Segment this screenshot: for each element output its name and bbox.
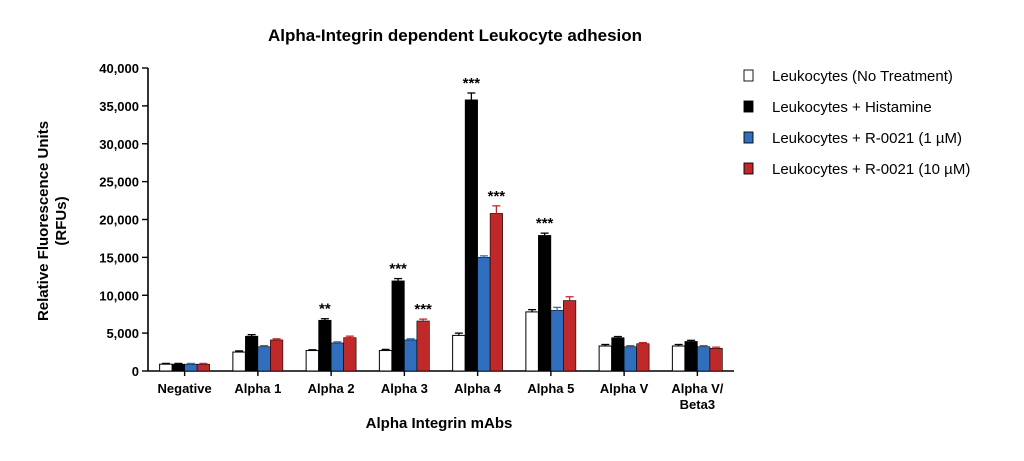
bar [378, 350, 393, 372]
bar [697, 346, 711, 372]
legend-swatch [743, 162, 754, 175]
legend-swatch [743, 69, 754, 82]
bar [538, 235, 552, 372]
bar [184, 363, 198, 372]
x-tick-label: Alpha 5 [527, 381, 574, 396]
x-tick-label: Alpha 2 [308, 381, 355, 396]
x-axis-label: Alpha Integrin mAbs [366, 415, 513, 432]
x-tick-label: Beta3 [680, 397, 715, 412]
y-tick-label: 40,000 [99, 61, 139, 76]
plot-area: 0 5,000 10,000 15,000 20,000 25,000 30,000 35,0… [99, 61, 734, 412]
legend-entry-label: Leukocytes + Histamine [772, 99, 932, 116]
bar [525, 311, 539, 372]
bar [196, 363, 210, 372]
bar [563, 300, 577, 372]
bar [623, 346, 637, 372]
y-axis-label-line-1: Relative Fluorescence Units [35, 121, 52, 321]
bar [232, 351, 246, 372]
bar [159, 363, 173, 372]
legend-swatch [743, 100, 754, 113]
bar [245, 335, 259, 372]
y-tick-label: 10,000 [99, 288, 139, 303]
significance-label: ** [319, 301, 331, 318]
legend-entry-label: Leukocytes + R-0021 (10 µM) [772, 161, 970, 178]
bar [330, 342, 344, 372]
legend-entry-label: Leukocytes + R-0021 (1 µM) [772, 130, 962, 147]
bar [343, 337, 357, 372]
bar [464, 99, 478, 372]
legend-entry-label: Leukocytes (No Treatment) [772, 68, 953, 85]
legend-swatch [743, 131, 754, 144]
x-tick-label: Alpha 1 [234, 381, 281, 396]
bar [598, 345, 613, 372]
y-tick-label: 15,000 [99, 250, 139, 265]
y-tick-label: 30,000 [99, 137, 139, 152]
significance-label: *** [414, 301, 432, 318]
bar [489, 213, 503, 372]
bar [684, 341, 698, 372]
bar [452, 334, 466, 372]
bar [636, 343, 650, 372]
significance-label: *** [536, 215, 554, 232]
significance-label: *** [488, 188, 506, 205]
significance-label: *** [463, 75, 481, 92]
x-tick-label: Alpha V/ [671, 381, 723, 396]
y-tick-label: 25,000 [99, 175, 139, 190]
bar [391, 280, 405, 372]
bar [318, 319, 332, 372]
y-tick-label: 35,000 [99, 99, 139, 114]
y-axis-label-line-2: (RFUs) [53, 196, 70, 245]
significance-label: *** [389, 261, 407, 278]
x-tick-label: Negative [158, 381, 212, 396]
bar [671, 345, 686, 372]
y-tick-label: 20,000 [99, 213, 139, 228]
x-tick-label: Alpha V [600, 381, 649, 396]
chart-title: Alpha-Integrin dependent Leukocyte adhes… [268, 26, 642, 45]
x-tick-label: Alpha 3 [381, 381, 428, 396]
bar [416, 320, 430, 372]
bar [477, 257, 491, 372]
bar [305, 350, 320, 372]
bar [550, 310, 564, 372]
bar [270, 339, 284, 372]
legend: Leukocytes (No Treatment) Leukocytes + Hi… [743, 68, 970, 178]
x-tick-label: Alpha 4 [454, 381, 502, 396]
bar [611, 337, 625, 372]
y-tick-label: 5,000 [106, 326, 139, 341]
y-tick-label: 0 [132, 364, 139, 379]
bar [709, 347, 723, 372]
bar [257, 346, 271, 372]
bar [171, 363, 185, 372]
bar [404, 339, 418, 372]
